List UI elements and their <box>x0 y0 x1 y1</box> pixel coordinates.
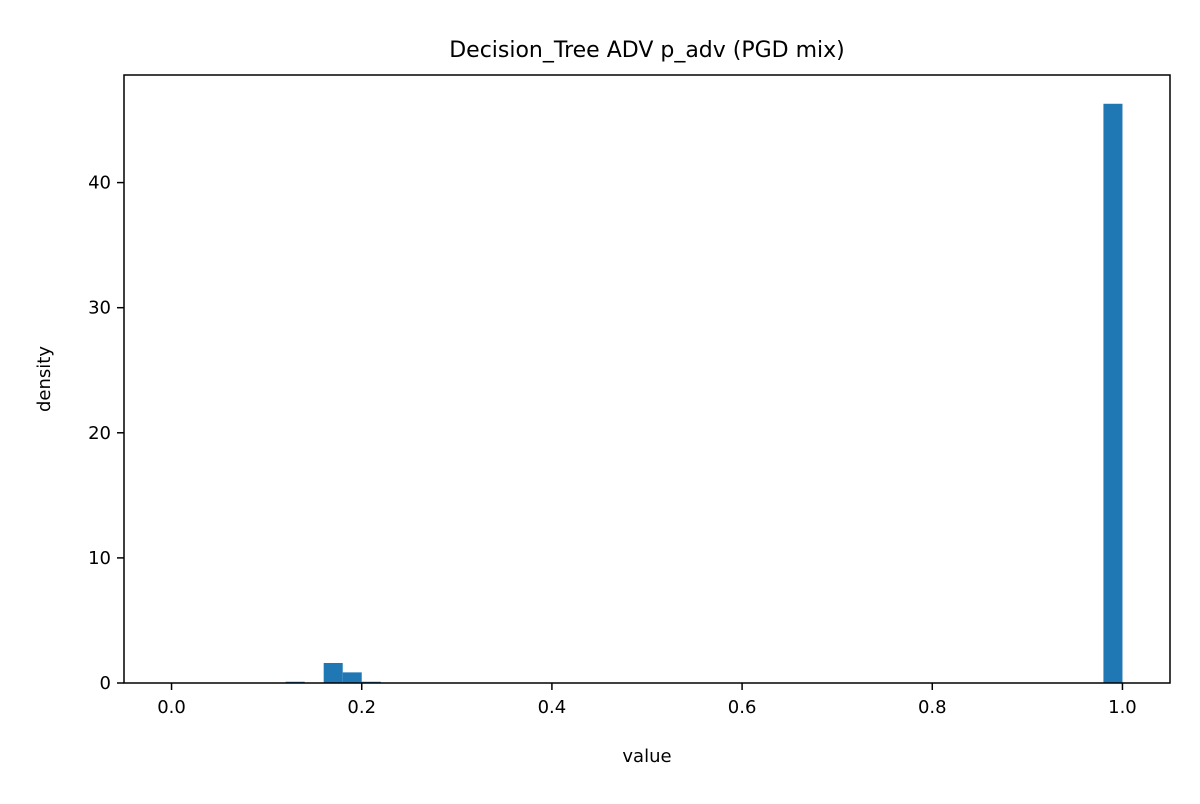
y-tick-label: 30 <box>88 298 111 319</box>
histogram-bar-2 <box>342 672 362 683</box>
y-tick-label: 10 <box>88 548 111 569</box>
x-axis-ticks: 0.0 0.2 0.4 0.6 0.8 1.0 <box>157 683 1137 718</box>
bars-layer <box>285 103 1123 683</box>
y-tick-label: 40 <box>88 173 111 194</box>
y-tick-label: 0 <box>100 673 111 694</box>
x-tick-label: 0.8 <box>918 697 947 718</box>
y-axis-ticks: 0 10 20 30 40 <box>88 173 124 694</box>
chart-title: Decision_Tree ADV p_adv (PGD mix) <box>449 38 845 63</box>
x-tick-label: 0.6 <box>728 697 757 718</box>
x-tick-label: 0.0 <box>157 697 186 718</box>
histogram-bar-1 <box>323 662 343 683</box>
x-axis-label: value <box>622 746 671 767</box>
x-tick-label: 0.2 <box>347 697 376 718</box>
y-axis-label: density <box>34 346 55 412</box>
plot-frame <box>123 74 1171 684</box>
histogram-bar-4 <box>1103 103 1123 683</box>
x-tick-label: 0.4 <box>538 697 567 718</box>
y-tick-label: 20 <box>88 423 111 444</box>
x-tick-label: 1.0 <box>1108 697 1137 718</box>
